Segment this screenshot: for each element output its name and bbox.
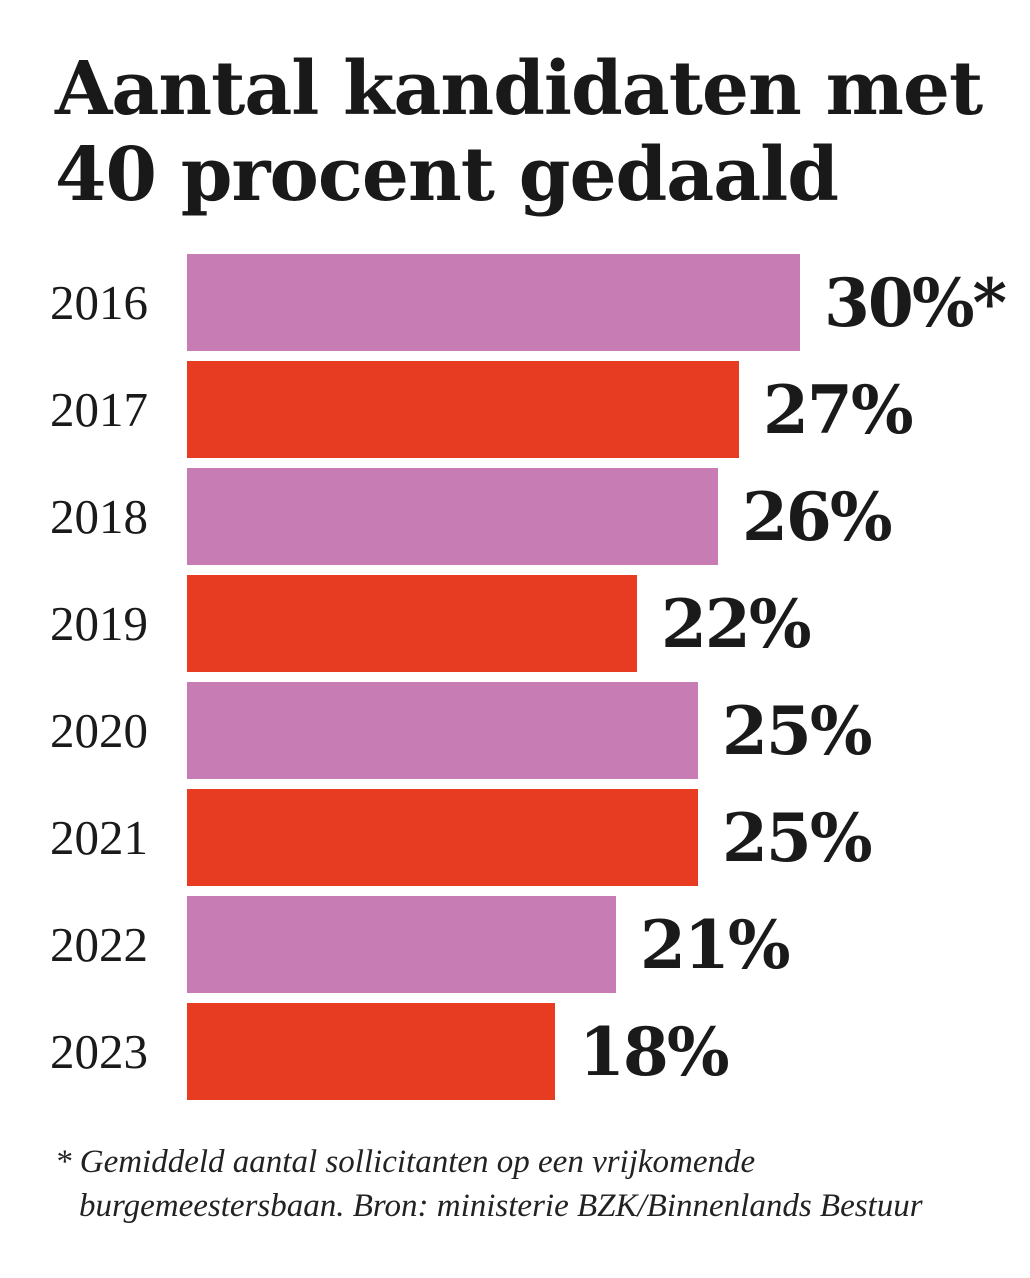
value-label: 18%	[579, 1012, 730, 1091]
year-label: 2020	[50, 703, 148, 758]
year-label: 2017	[50, 382, 148, 437]
year-label: 2019	[50, 596, 148, 651]
chart-title-line1: Aantal kandidaten met	[55, 46, 983, 132]
chart-row: 2023 18%	[0, 1003, 1030, 1100]
bar	[187, 1003, 555, 1100]
value-label: 21%	[640, 905, 791, 984]
footnote-line1: * Gemiddeld aantal sollicitanten op een …	[55, 1144, 756, 1180]
chart-row: 2016 30%*	[0, 254, 1030, 351]
value-label: 26%	[742, 477, 893, 556]
bar	[187, 789, 698, 886]
bar	[187, 896, 616, 993]
bar	[187, 361, 739, 458]
bar	[187, 468, 718, 565]
chart-row: 2019 22%	[0, 575, 1030, 672]
value-label: 27%	[763, 370, 914, 449]
chart-row: 2021 25%	[0, 789, 1030, 886]
value-label: 25%	[722, 691, 873, 770]
footnote-line2: burgemeestersbaan. Bron: ministerie BZK/…	[79, 1188, 923, 1224]
chart-rows: 2016 30%* 2017 27% 2018 26% 2019 22% 202…	[0, 254, 1030, 1100]
year-label: 2018	[50, 489, 148, 544]
chart-row: 2020 25%	[0, 682, 1030, 779]
chart-row: 2022 21%	[0, 896, 1030, 993]
value-label: 22%	[661, 584, 812, 663]
chart-row: 2017 27%	[0, 361, 1030, 458]
infographic: Aantal kandidaten met 40 procent gedaald…	[0, 46, 1030, 1278]
value-label: 25%	[722, 798, 873, 877]
year-label: 2022	[50, 917, 148, 972]
chart-row: 2018 26%	[0, 468, 1030, 565]
year-label: 2016	[50, 275, 148, 330]
value-label: 30%*	[824, 263, 1007, 342]
chart-title: Aantal kandidaten met 40 procent gedaald	[55, 46, 1030, 218]
year-label: 2023	[50, 1024, 148, 1079]
bar	[187, 682, 698, 779]
bar	[187, 254, 800, 351]
footnote: * Gemiddeld aantal sollicitanten op een …	[55, 1140, 1030, 1228]
bar	[187, 575, 637, 672]
chart-title-line2: 40 procent gedaald	[55, 132, 839, 218]
year-label: 2021	[50, 810, 148, 865]
